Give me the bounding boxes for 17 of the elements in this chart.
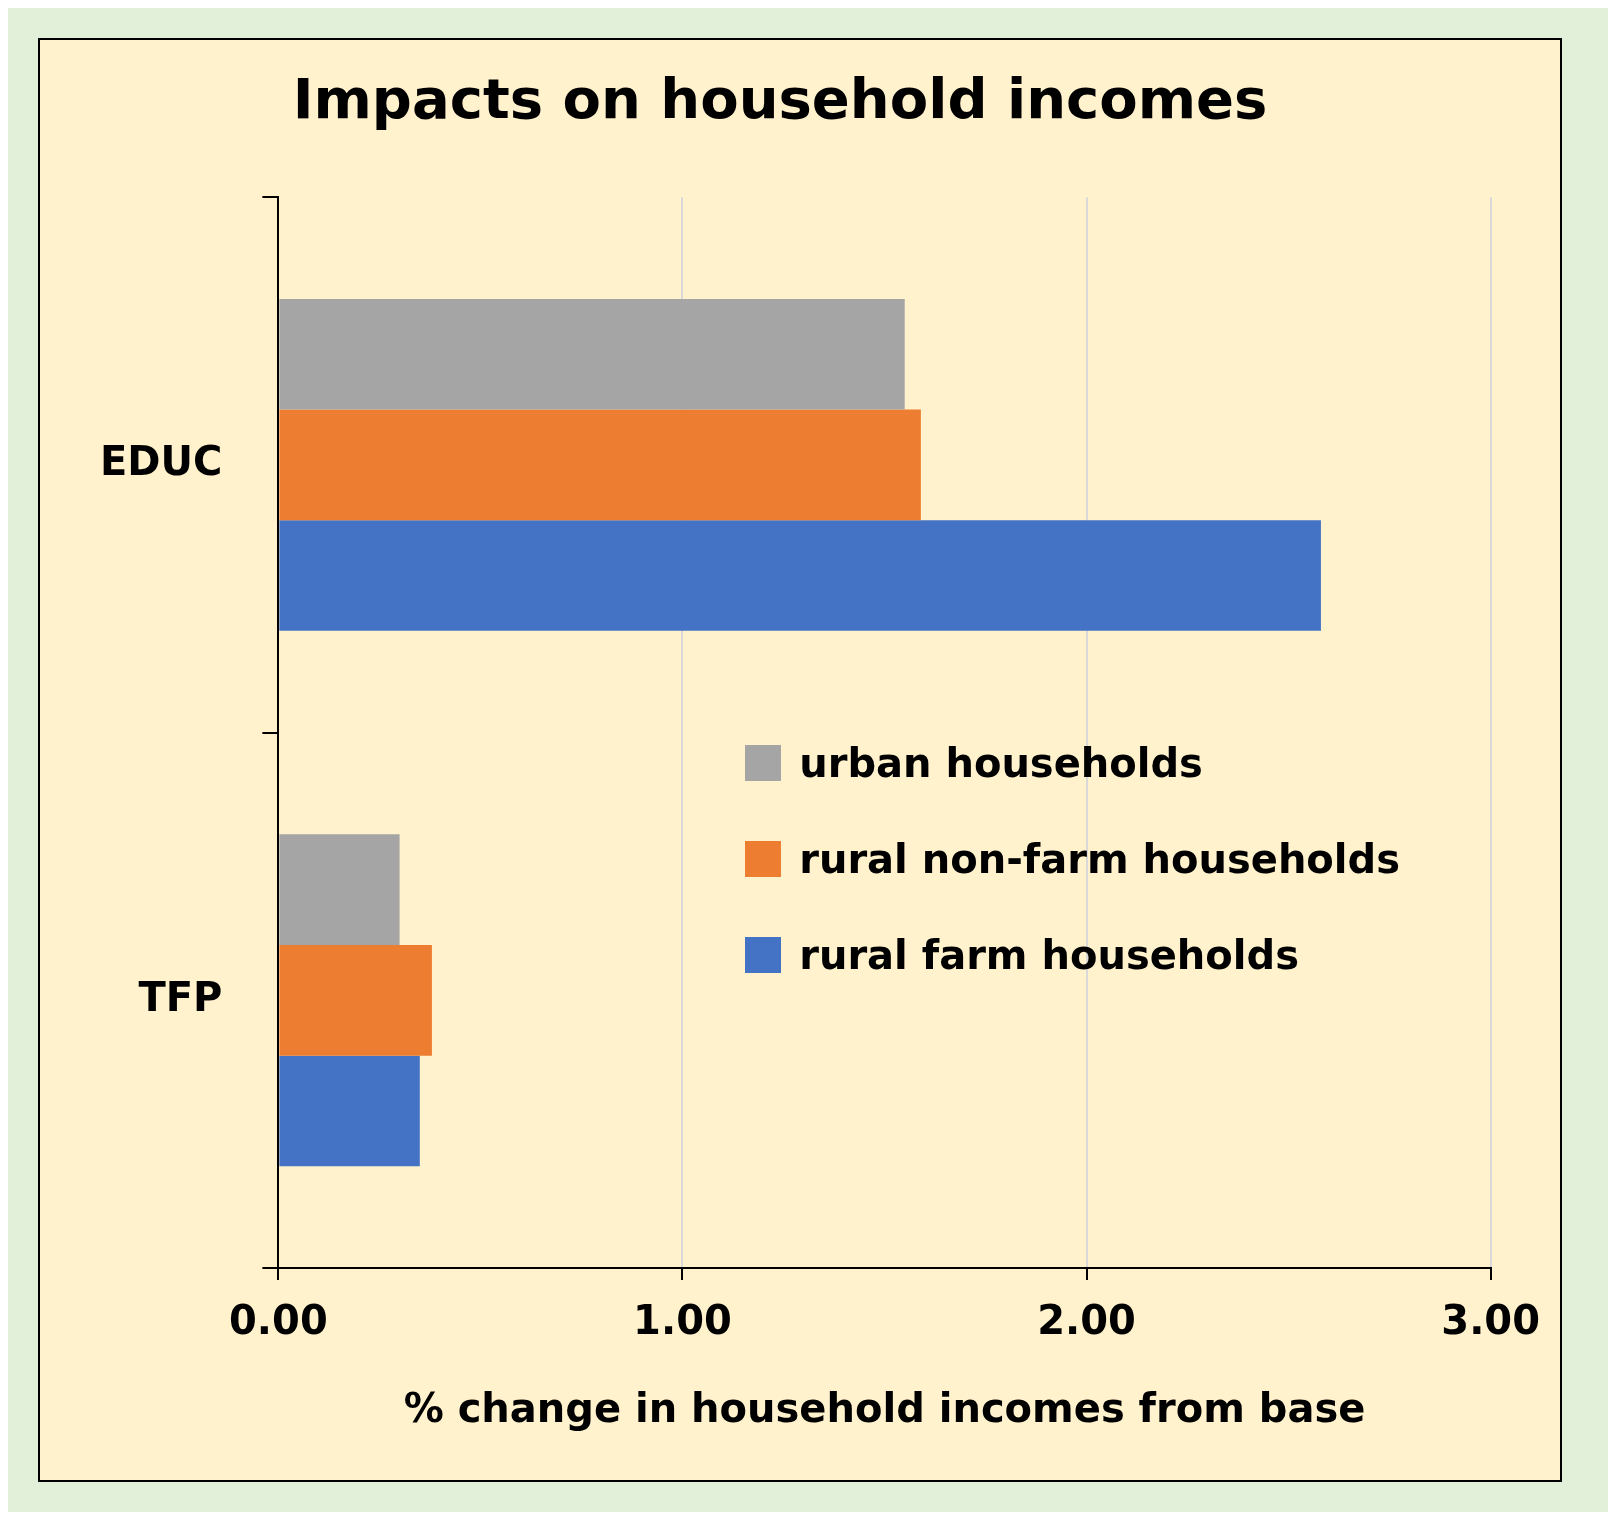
bar — [279, 1055, 420, 1167]
legend-label: urban households — [799, 740, 1203, 786]
legend-label: rural farm households — [799, 932, 1299, 978]
x-tick-label: 2.00 — [1037, 1297, 1136, 1344]
x-tick-label: 0.00 — [229, 1297, 328, 1344]
bar — [279, 834, 400, 945]
y-tick-label: TFP — [138, 973, 223, 1020]
bar — [279, 520, 1321, 631]
x-axis-title: % change in household incomes from base — [403, 1385, 1366, 1432]
x-tick-label: 3.00 — [1441, 1297, 1541, 1344]
bar — [279, 298, 905, 410]
chart-title: Impacts on household incomes — [292, 66, 1268, 132]
bar — [279, 944, 432, 1056]
y-tick-label: EDUC — [99, 438, 223, 485]
legend-label: rural non-farm households — [799, 836, 1400, 882]
x-tick-label: 1.00 — [633, 1297, 732, 1344]
bar — [279, 409, 921, 521]
